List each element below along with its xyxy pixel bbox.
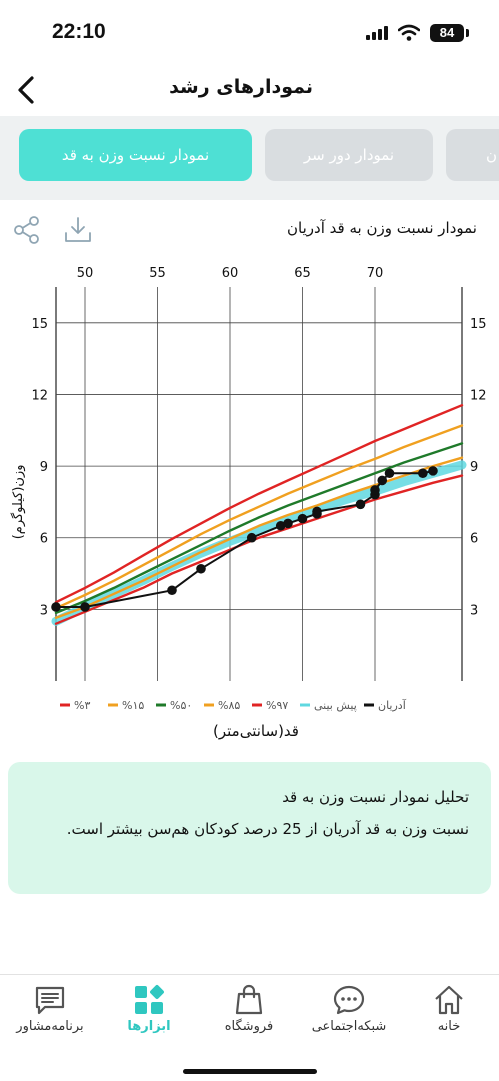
x-axis-label: قد(سانتی‌متر) <box>213 722 299 740</box>
nav-social[interactable]: شبکه‌اجتماعی <box>299 975 399 1055</box>
home-indicator <box>183 1069 317 1074</box>
child-point <box>167 585 177 596</box>
home-icon <box>435 985 463 1015</box>
legend-label: %۱۵ <box>122 699 144 712</box>
chart-title: نمودار نسبت وزن به قد آدریان <box>287 219 477 237</box>
signal-icon <box>366 26 388 40</box>
analysis-title: تحلیل نمودار نسبت وزن به قد <box>282 788 469 806</box>
series-line-1 <box>54 456 464 619</box>
legend-label: %۹۷ <box>266 699 288 712</box>
x-tick-label: 65 <box>294 266 311 281</box>
child-point <box>428 466 438 476</box>
nav-tools[interactable]: ابزارها <box>99 975 199 1055</box>
nav-social-label: شبکه‌اجتماعی <box>311 1019 387 1034</box>
legend-label: %۵۰ <box>170 699 192 712</box>
y-tick-label-right: 9 <box>470 460 478 475</box>
nav-advisor[interactable]: برنامه‌مشاور <box>0 975 100 1055</box>
y-tick-label-left: 9 <box>40 460 48 475</box>
nav-advisor-label: برنامه‌مشاور <box>16 1019 84 1034</box>
y-tick-label-right: 12 <box>470 388 487 403</box>
battery-tip <box>466 29 469 37</box>
battery-icon: 84 <box>430 24 464 42</box>
nav-home-label: خانه <box>437 1019 461 1034</box>
bottom-nav: خانه شبکه‌اجتماعی فروشگاه ابزارها برنامه… <box>0 974 499 1081</box>
series-line-4 <box>54 404 464 604</box>
child-point <box>418 468 428 479</box>
nav-tools-label: ابزارها <box>127 1019 171 1034</box>
y-tick-label-right: 6 <box>470 532 478 547</box>
series-line-0 <box>54 474 464 625</box>
nav-home[interactable]: خانه <box>399 975 499 1055</box>
y-tick-label-left: 6 <box>40 532 48 547</box>
growth-chart: 50 55 60 65 70 3 3 6 6 9 9 12 12 15 15 وزن(کیلوگرم) %۳ %۱… <box>10 266 487 740</box>
child-point <box>377 475 388 486</box>
shopping-bag-icon <box>235 984 263 1015</box>
analysis-card: تحلیل نمودار نسبت وزن به قد نسبت وزن به … <box>8 762 491 894</box>
y-axis-label: وزن(کیلوگرم) <box>10 465 26 540</box>
chat-bubble-icon <box>333 985 365 1015</box>
app-header: نمودارهای رشد <box>0 64 499 116</box>
tools-grid-icon <box>135 985 164 1014</box>
legend-label: %۳ <box>74 699 90 712</box>
y-tick-label-right: 3 <box>470 603 478 618</box>
nav-shop[interactable]: فروشگاه <box>199 975 299 1055</box>
y-tick-label-left: 12 <box>31 388 48 403</box>
child-point <box>370 485 380 495</box>
child-point <box>80 602 90 612</box>
status-time: 22:10 <box>52 20 106 43</box>
y-tick-label-left: 3 <box>40 603 48 618</box>
legend-label: %۸۵ <box>218 699 240 712</box>
x-tick-label: 50 <box>77 266 94 281</box>
chevron-left-icon[interactable] <box>8 70 48 110</box>
nav-shop-label: فروشگاه <box>224 1019 274 1034</box>
tab-weight-for-height[interactable]: نمودار نسبت وزن به قد <box>19 129 252 181</box>
child-point <box>283 518 293 529</box>
legend-label: آدریان <box>378 698 407 712</box>
child-point <box>275 520 286 531</box>
page-title: نمودارهای رشد <box>169 76 313 98</box>
x-tick-label: 55 <box>149 266 166 281</box>
child-point <box>246 532 257 543</box>
y-tick-label-left: 15 <box>31 317 48 332</box>
legend-label: پیش بینی <box>314 699 357 712</box>
tab-head-circumference[interactable]: نمودار دور سر <box>265 129 433 181</box>
series-line-3 <box>54 424 464 610</box>
child-point <box>297 513 308 524</box>
message-icon <box>35 986 65 1015</box>
child-point <box>196 563 206 574</box>
analysis-body: نسبت وزن به قد آدریان از 25 درصد کودکان … <box>66 820 469 838</box>
wifi-icon <box>398 24 420 41</box>
chart-tabs: نمودار نسبت وزن به قد نمودار دور سر ن <box>0 116 499 200</box>
share-icon[interactable] <box>12 215 42 245</box>
status-bar: 22:10 84 <box>0 0 499 64</box>
child-point <box>384 468 395 479</box>
child-point <box>51 602 61 612</box>
child-point <box>355 499 366 510</box>
download-icon[interactable] <box>63 215 93 245</box>
x-tick-label: 70 <box>367 266 384 281</box>
x-tick-label: 60 <box>222 266 239 281</box>
tab-more[interactable]: ن <box>446 129 499 181</box>
y-tick-label-right: 15 <box>470 317 487 332</box>
child-point <box>312 506 322 517</box>
series-line-2 <box>54 442 464 615</box>
